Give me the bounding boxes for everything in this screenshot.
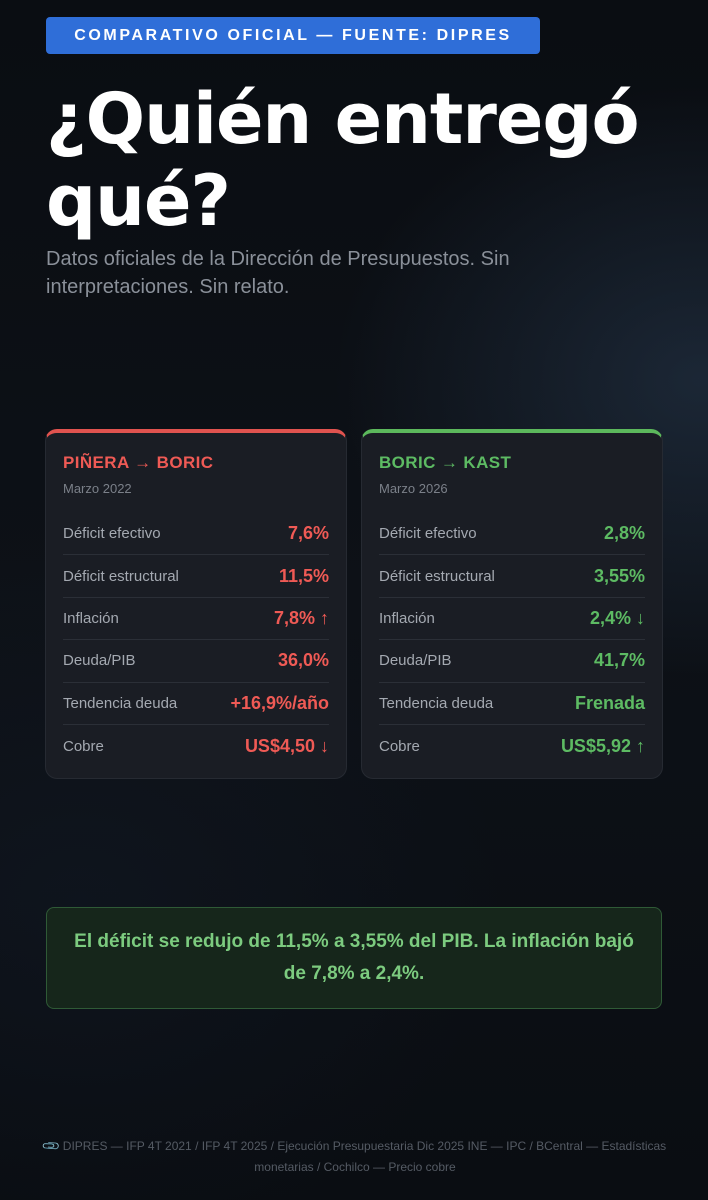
sources-text: DIPRES — IFP 4T 2021 / IFP 4T 2025 / Eje… — [62, 1139, 667, 1174]
metric-value: 3,55% — [593, 565, 645, 586]
source-badge: COMPARATIVO OFICIAL — FUENTE: DIPRES — [46, 17, 540, 54]
sources-footer: 📎 DIPRES — IFP 4T 2021 / IFP 4T 2025 / Ej… — [40, 1136, 670, 1178]
metric-value: 41,7% — [593, 650, 645, 671]
metric-row-tendencia-deuda: Tendencia deuda +16,9%/año — [63, 683, 329, 725]
metric-row-deficit-efectivo: Déficit efectivo 7,6% — [63, 513, 329, 556]
metric-row-deuda-pib: Deuda/PIB 41,7% — [379, 640, 645, 683]
metric-value: 11,5% — [278, 565, 329, 586]
metric-value: 7,8% ↑ — [273, 607, 329, 628]
metric-value: 2,8% — [603, 523, 645, 544]
metric-label: Déficit estructural — [63, 567, 179, 585]
metric-list: Déficit efectivo 2,8% Déficit estructura… — [362, 513, 662, 767]
summary-callout: El déficit se redujo de 11,5% a 3,55% de… — [46, 907, 662, 1009]
metric-row-inflacion: Inflación 2,4% ↓ — [379, 598, 645, 641]
card-header: PIÑERA → BORIC Marzo 2022 — [46, 433, 346, 513]
card-title: BORIC → KAST — [379, 453, 512, 472]
metric-row-tendencia-deuda: Tendencia deuda Frenada — [379, 683, 645, 725]
metric-label: Cobre — [379, 737, 420, 755]
metric-row-cobre: Cobre US$5,92 ↑ — [379, 725, 645, 767]
metric-label: Déficit estructural — [379, 567, 495, 585]
metric-value: Frenada — [574, 692, 645, 713]
metric-value: US$4,50 ↓ — [244, 735, 329, 756]
metric-value: 36,0% — [277, 650, 329, 671]
metric-label: Déficit efectivo — [379, 525, 477, 543]
metric-label: Deuda/PIB — [63, 652, 136, 670]
metric-label: Inflación — [63, 609, 119, 627]
metric-row-inflacion: Inflación 7,8% ↑ — [63, 598, 329, 641]
metric-row-deficit-estructural: Déficit estructural 3,55% — [379, 555, 645, 598]
metric-label: Inflación — [379, 609, 435, 627]
metric-value: 2,4% ↓ — [589, 607, 645, 628]
metric-label: Tendencia deuda — [379, 694, 494, 712]
page-subtitle: Datos oficiales de la Dirección de Presu… — [46, 248, 510, 298]
metric-label: Déficit efectivo — [63, 525, 161, 543]
metric-value: 7,6% — [287, 523, 329, 544]
metric-label: Tendencia deuda — [63, 694, 178, 712]
card-title: PIÑERA → BORIC — [63, 453, 214, 472]
metric-label: Deuda/PIB — [379, 652, 452, 670]
card-date: Marzo 2026 — [379, 481, 448, 496]
card-header: BORIC → KAST Marzo 2026 — [362, 433, 662, 513]
metric-value: US$5,92 ↑ — [560, 735, 645, 756]
paperclip-icon: 📎 — [40, 1135, 62, 1157]
page-title: ¿Quién entregó qué? — [46, 78, 640, 242]
metric-value: +16,9%/año — [230, 692, 329, 713]
metric-row-deuda-pib: Deuda/PIB 36,0% — [63, 640, 329, 683]
comparison-card-boric-kast: BORIC → KAST Marzo 2026 Déficit efectivo… — [361, 429, 663, 779]
comparison-card-pinera-boric: PIÑERA → BORIC Marzo 2022 Déficit efecti… — [45, 429, 347, 779]
metric-row-deficit-efectivo: Déficit efectivo 2,8% — [379, 513, 645, 556]
metric-label: Cobre — [63, 737, 104, 755]
metric-row-cobre: Cobre US$4,50 ↓ — [63, 725, 329, 767]
metric-row-deficit-estructural: Déficit estructural 11,5% — [63, 555, 329, 598]
card-date: Marzo 2022 — [63, 481, 132, 496]
metric-list: Déficit efectivo 7,6% Déficit estructura… — [46, 513, 346, 767]
